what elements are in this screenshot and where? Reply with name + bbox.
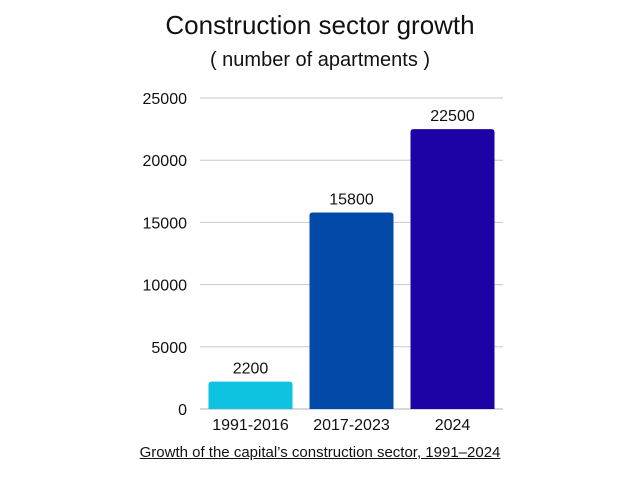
data-label: 22500 xyxy=(430,108,475,125)
chart-title: Construction sector growth xyxy=(165,10,475,40)
y-tick-label: 0 xyxy=(178,402,187,419)
data-label: 2200 xyxy=(233,361,269,378)
y-tick-label: 10000 xyxy=(143,278,188,295)
x-tick-label: 2017-2023 xyxy=(313,417,390,434)
y-tick-label: 15000 xyxy=(143,215,188,232)
x-tick-label: 2024 xyxy=(435,417,471,434)
y-tick-label: 25000 xyxy=(143,91,188,108)
data-label: 15800 xyxy=(329,191,374,208)
y-tick-label: 20000 xyxy=(143,153,188,170)
bar-2017-2023 xyxy=(309,212,394,409)
x-tick-label: 1991-2016 xyxy=(212,417,289,434)
y-tick-label: 5000 xyxy=(151,340,187,357)
bar-1991-2016 xyxy=(208,381,293,409)
chart-caption: Growth of the capital’s construction sec… xyxy=(139,444,501,461)
bar-2024 xyxy=(410,129,495,409)
chart-subtitle: ( number of apartments ) xyxy=(209,49,431,71)
